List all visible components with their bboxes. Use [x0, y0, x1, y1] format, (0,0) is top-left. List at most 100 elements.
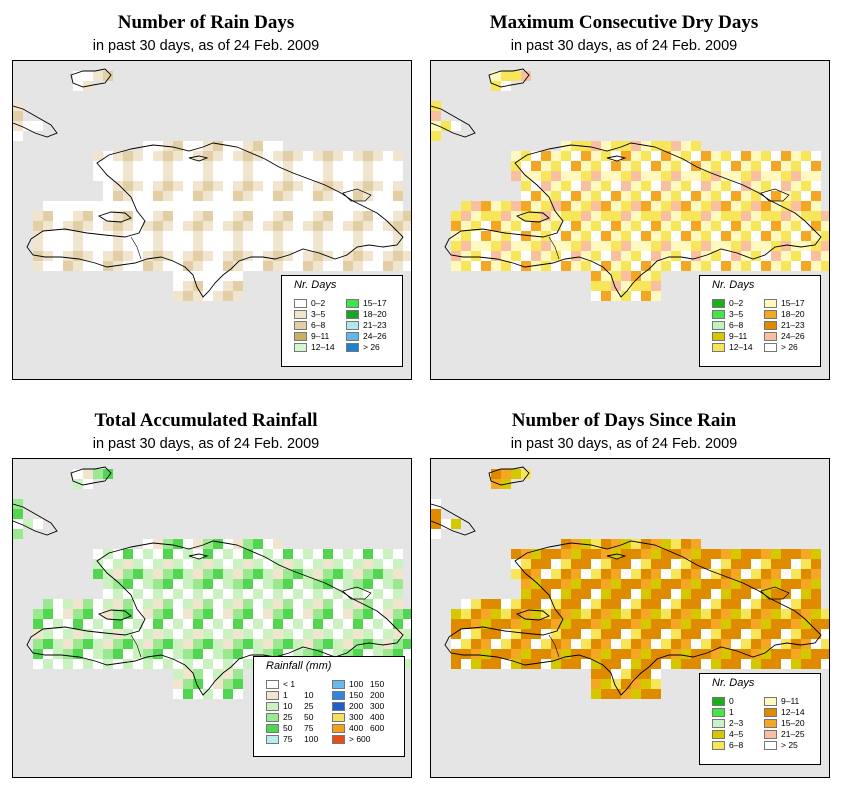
grid-cell: [671, 251, 681, 261]
grid-cell: [681, 161, 691, 171]
grid-cell: [641, 629, 651, 639]
legend-label: 9–11: [729, 331, 748, 341]
grid-cell: [233, 569, 243, 579]
grid-cell: [491, 599, 501, 609]
grid-cell: [343, 151, 353, 161]
grid-cell: [581, 589, 591, 599]
grid-cell: [303, 619, 313, 629]
grid-cell: [631, 689, 641, 699]
grid-cell: [681, 141, 691, 151]
grid-cell: [501, 469, 511, 479]
grid-cell: [123, 241, 133, 251]
grid-cell: [193, 609, 203, 619]
grid-cell: [373, 181, 383, 191]
grid-cell: [113, 181, 123, 191]
panel-subtitle: in past 30 days, as of 24 Feb. 2009: [92, 436, 320, 452]
grid-cell: [781, 181, 791, 191]
grid-cell: [741, 569, 751, 579]
grid-cell: [333, 261, 343, 271]
grid-cell: [243, 659, 253, 669]
grid-cell: [531, 151, 541, 161]
grid-cell: [263, 549, 273, 559]
grid-cell: [363, 231, 373, 241]
grid-cell: [681, 201, 691, 211]
grid-cell: [193, 539, 203, 549]
grid-cell: [203, 151, 213, 161]
panel-max-dry-days: Maximum Consecutive Dry Days in past 30 …: [418, 0, 830, 380]
grid-cell: [393, 559, 403, 569]
grid-cell: [143, 231, 153, 241]
grid-cell: [521, 599, 531, 609]
grid-cell: [253, 589, 263, 599]
grid-cell: [213, 659, 223, 669]
grid-cell: [531, 599, 541, 609]
panel-subtitle: in past 30 days, as of 24 Feb. 2009: [92, 38, 320, 54]
grid-cell: [461, 659, 471, 669]
grid-cell: [701, 261, 711, 271]
legend-label: 18–20: [363, 309, 387, 319]
grid-cell: [731, 659, 741, 669]
grid-cell: [383, 151, 393, 161]
grid-cell: [263, 609, 273, 619]
grid-cell: [103, 231, 113, 241]
grid-cell: [273, 599, 283, 609]
grid-cell: [761, 619, 771, 629]
grid-cell: [591, 639, 601, 649]
grid-cell: [143, 171, 153, 181]
grid-cell: [113, 221, 123, 231]
grid-cell: [403, 221, 411, 231]
grid-cell: [511, 201, 521, 211]
grid-cell: [741, 161, 751, 171]
grid-cell: [253, 201, 263, 211]
grid-cell: [93, 161, 103, 171]
grid-cell: [751, 659, 761, 669]
grid-cell: [13, 529, 23, 539]
grid-cell: [571, 221, 581, 231]
grid-cell: [143, 649, 153, 659]
grid-cell: [821, 629, 829, 639]
grid-cell: [323, 171, 333, 181]
grid-cell: [611, 211, 621, 221]
grid-cell: [611, 141, 621, 151]
grid-cell: [601, 221, 611, 231]
grid-cell: [303, 261, 313, 271]
grid-cell: [223, 151, 233, 161]
grid-cell: [153, 639, 163, 649]
grid-cell: [243, 251, 253, 261]
grid-cell: [641, 201, 651, 211]
grid-cell: [511, 469, 521, 479]
panel-rain-days: Number of Rain Days in past 30 days, as …: [0, 0, 412, 380]
grid-cell: [481, 649, 491, 659]
grid-cell: [591, 649, 601, 659]
grid-cell: [73, 81, 83, 91]
grid-cell: [701, 609, 711, 619]
grid-cell: [163, 181, 173, 191]
grid-cell: [293, 211, 303, 221]
grid-cell: [303, 629, 313, 639]
grid-cell: [501, 659, 511, 669]
bay-outline: [760, 188, 790, 202]
grid-cell: [521, 619, 531, 629]
grid-cell: [273, 181, 283, 191]
grid-cell: [641, 569, 651, 579]
grid-cell: [263, 539, 273, 549]
grid-cell: [273, 151, 283, 161]
grid-cell: [63, 599, 73, 609]
grid-cell: [721, 231, 731, 241]
grid-cell: [781, 579, 791, 589]
grid-cell: [751, 619, 761, 629]
grid-cell: [313, 191, 323, 201]
grid-cell: [13, 101, 23, 111]
grid-cell: [263, 221, 273, 231]
grid-cell: [93, 559, 103, 569]
grid-cell: [403, 251, 411, 261]
grid-cell: [223, 619, 233, 629]
grid-cell: [591, 549, 601, 559]
legend-swatch: [764, 321, 777, 330]
grid-cell: [681, 221, 691, 231]
grid-cell: [323, 201, 333, 211]
legend-title: Nr. Days: [294, 279, 337, 291]
grid-cell: [531, 569, 541, 579]
grid-cell: [781, 569, 791, 579]
grid-cell: [611, 231, 621, 241]
